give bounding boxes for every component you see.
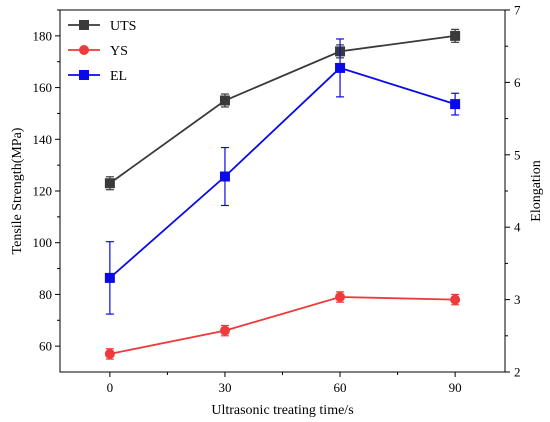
x-tick-label: 0 (107, 380, 114, 395)
y-axis-left-title: Tensile Strength(MPa) (10, 127, 25, 254)
legend-label-uts: UTS (110, 19, 136, 34)
legend-item-ys: YS (68, 44, 128, 59)
series-el-point (104, 272, 115, 283)
legend-swatch-marker (79, 45, 89, 55)
legend-swatch-marker (79, 70, 89, 80)
y-left-tick-label: 180 (33, 28, 53, 43)
y-right-tick-label: 6 (514, 75, 521, 90)
series-ys (104, 291, 461, 360)
series-el-point (450, 99, 461, 110)
x-axis-title: Ultrasonic treating time/s (211, 403, 353, 418)
legend-label-ys: YS (110, 44, 128, 59)
series-ys-point (104, 348, 115, 359)
y-right-tick-label: 2 (514, 365, 521, 380)
legend-item-el: EL (68, 69, 127, 84)
y-right-tick-label: 7 (514, 3, 521, 18)
series-uts-point (219, 95, 230, 106)
series-layer (104, 28, 461, 360)
series-el (104, 38, 461, 315)
series-ys-point (219, 325, 230, 336)
series-uts-line (109, 34, 456, 184)
series-el-point (219, 171, 230, 182)
series-uts-point (450, 30, 461, 41)
legend-label-el: EL (110, 69, 127, 84)
series-ys-point (450, 294, 461, 305)
y-left-tick-label: 120 (33, 184, 53, 199)
x-tick-label: 60 (334, 380, 347, 395)
y-left-tick-label: 160 (33, 80, 53, 95)
series-el-point (335, 62, 346, 73)
y-left-tick-label: 100 (33, 235, 53, 250)
series-el-line (109, 66, 456, 279)
legend-item-uts: UTS (68, 19, 136, 34)
y-axis-right-title: Elongation (529, 160, 544, 221)
y-left-tick-label: 140 (33, 132, 53, 147)
y-right-tick-label: 4 (514, 220, 521, 235)
y-left-tick-label: 80 (39, 287, 52, 302)
y-right-tick-label: 5 (514, 147, 521, 162)
series-uts-point (104, 178, 115, 189)
series-ys-point (335, 292, 346, 303)
axis-ticks: 0 30 60 90 60 80 100 120 140 160 180 2 3 4 5 6 7 (33, 3, 522, 396)
y-left-tick-label: 60 (39, 339, 52, 354)
plot-border (59, 9, 506, 373)
series-uts (104, 28, 461, 191)
legend-swatch-marker (79, 20, 89, 30)
x-tick-label: 90 (449, 380, 462, 395)
plot-frame (59, 9, 506, 373)
series-ys-line (109, 296, 456, 355)
y-right-tick-label: 3 (514, 292, 521, 307)
legend: UTS YS EL (68, 19, 136, 84)
x-tick-label: 30 (218, 380, 231, 395)
